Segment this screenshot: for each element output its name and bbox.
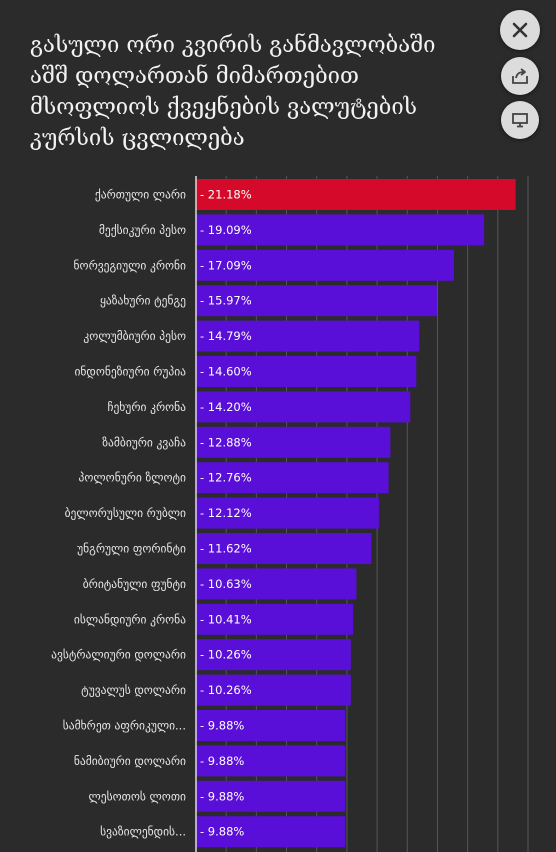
bar: [196, 214, 485, 246]
bar: [196, 674, 351, 706]
bar: [196, 603, 354, 635]
bar: [196, 356, 417, 387]
chart-title-line: აშშ დოლართან მიმართებით: [30, 64, 359, 89]
bar: [196, 462, 389, 494]
chart-title-line: მსოფლიოს ქვეყნების ვალუტების: [30, 95, 418, 120]
value-label: - 14.20%: [200, 400, 252, 414]
category-label: ზამბიური კვაჩა: [102, 435, 186, 449]
bar: [196, 710, 346, 741]
category-label: ჩეხური კრონა: [107, 400, 186, 414]
category-label: ინდონეზიური რუპია: [74, 365, 186, 379]
category-label: ბრიტანული ფუნტი: [83, 577, 186, 591]
category-label: პოლონური ზლოტი: [79, 471, 187, 485]
value-label: - 14.79%: [200, 329, 252, 343]
value-label: - 10.26%: [200, 648, 252, 662]
bar: [196, 285, 438, 317]
bar: [196, 568, 357, 600]
value-label: - 12.12%: [200, 506, 252, 520]
category-label: სვაზილენდის...: [100, 825, 186, 839]
category-label: ნამიბიური დოლარი: [74, 754, 186, 768]
category-label: ტუვალუს დოლარი: [81, 683, 186, 697]
close-icon: [512, 22, 528, 38]
value-label: - 11.62%: [200, 542, 252, 556]
value-label: - 9.88%: [200, 825, 244, 839]
category-label: ისლანდიური კრონა: [74, 612, 186, 626]
value-label: - 9.88%: [200, 789, 244, 803]
category-label: ბელორუსული რუბლი: [65, 506, 186, 520]
bar: [196, 639, 351, 671]
embed-button[interactable]: [501, 101, 539, 139]
bar: [196, 816, 346, 848]
share-button[interactable]: [501, 57, 539, 95]
value-label: - 10.26%: [200, 683, 252, 697]
category-label: მექსიკური პესო: [99, 223, 186, 237]
bar: [196, 497, 379, 529]
category-label: უნგრული ფორინტი: [77, 542, 186, 556]
category-label: ნორვეგიული კრონი: [74, 258, 186, 272]
bar: [196, 745, 346, 777]
value-label: - 17.09%: [200, 258, 252, 272]
bar: [196, 249, 454, 281]
bar: [196, 179, 516, 210]
bar: [196, 320, 420, 352]
chart-title: გასული ორი კვირის განმავლობაში აშშ დოლარ…: [30, 30, 500, 154]
value-label: - 9.88%: [200, 719, 244, 733]
close-button[interactable]: [500, 10, 540, 50]
bar: [196, 426, 391, 458]
value-label: - 12.88%: [200, 435, 252, 449]
bar: [196, 533, 372, 564]
value-label: - 10.63%: [200, 577, 252, 591]
share-icon: [512, 68, 528, 84]
value-label: - 21.18%: [200, 188, 252, 202]
bar: [196, 391, 411, 423]
chart-title-line: კურსის ცვლილება: [30, 126, 245, 151]
value-label: - 14.60%: [200, 365, 252, 379]
category-label: სამხრეთ აფრიკული...: [63, 719, 186, 733]
category-label: ლესოთოს ლოთი: [89, 789, 187, 803]
embed-icon: [512, 113, 528, 128]
category-label: ავსტრალიური დოლარი: [51, 648, 186, 662]
chart-title-line: გასული ორი კვირის განმავლობაში: [30, 33, 436, 58]
value-label: - 15.97%: [200, 294, 252, 308]
value-label: - 19.09%: [200, 223, 252, 237]
value-label: - 12.76%: [200, 471, 252, 485]
category-label: ქართული ლარი: [95, 188, 186, 202]
value-label: - 9.88%: [200, 754, 244, 768]
category-label: ყაზახური ტენგე: [100, 294, 186, 308]
value-label: - 10.41%: [200, 612, 252, 626]
bar: [196, 780, 346, 812]
category-label: კოლუმბიური პესო: [83, 329, 186, 343]
